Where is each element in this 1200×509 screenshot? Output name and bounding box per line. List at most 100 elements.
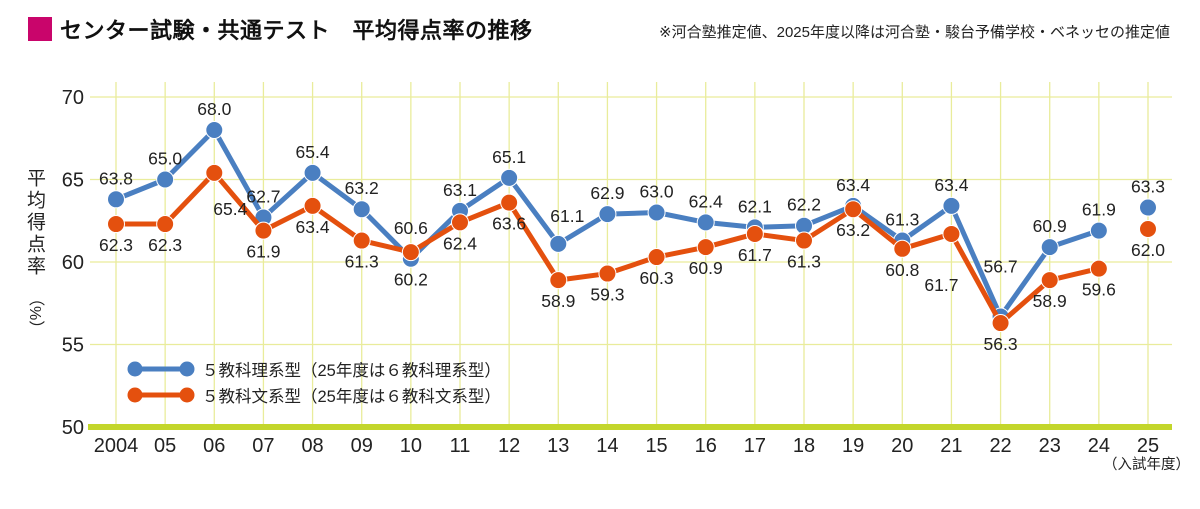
data-point bbox=[745, 224, 764, 243]
data-point bbox=[893, 239, 912, 258]
data-label: 63.2 bbox=[345, 178, 379, 198]
data-label: 59.3 bbox=[590, 285, 624, 305]
data-point bbox=[205, 163, 224, 182]
x-axis-unit: （入試年度） bbox=[1103, 457, 1190, 473]
data-label: 61.3 bbox=[787, 252, 821, 272]
chart-header: センター試験・共通テスト 平均得点率の推移 bbox=[28, 13, 533, 45]
data-point bbox=[598, 264, 617, 283]
x-tick-label: 24 bbox=[1088, 435, 1110, 457]
x-tick-label: 14 bbox=[596, 435, 618, 457]
data-label: 63.4 bbox=[296, 217, 330, 237]
data-point bbox=[1040, 271, 1059, 290]
data-point bbox=[991, 314, 1010, 333]
y-tick-label: 50 bbox=[62, 417, 84, 439]
y-tick-label: 55 bbox=[62, 335, 84, 357]
data-point bbox=[500, 193, 519, 212]
x-tick-label: 20 bbox=[891, 435, 913, 457]
x-tick-label: 11 bbox=[450, 435, 471, 457]
data-point bbox=[451, 213, 469, 232]
source-note: ※河合塾推定値、2025年度以降は河合塾・駿台予備学校・ベネッセの推定値 bbox=[659, 24, 1170, 41]
x-tick-label: 23 bbox=[1039, 435, 1061, 457]
x-tick-label: 06 bbox=[203, 435, 225, 457]
y-axis-title-text: 平均得点率 bbox=[24, 168, 45, 278]
data-label: 61.3 bbox=[345, 252, 379, 272]
data-label: 61.7 bbox=[924, 275, 958, 295]
data-label: 65.0 bbox=[148, 149, 182, 169]
x-tick-label: 12 bbox=[498, 435, 520, 457]
y-tick-label: 70 bbox=[62, 87, 84, 109]
x-tick-label: 22 bbox=[989, 435, 1011, 457]
x-tick-label: 21 bbox=[940, 435, 962, 457]
data-label: 60.3 bbox=[640, 268, 674, 288]
x-tick-label: 15 bbox=[645, 435, 667, 457]
data-point bbox=[352, 200, 371, 219]
data-label: 56.3 bbox=[984, 334, 1018, 354]
data-point bbox=[598, 205, 617, 224]
data-label: 65.4 bbox=[213, 199, 247, 219]
legend-marker-line-icon bbox=[127, 361, 195, 377]
data-point bbox=[549, 271, 568, 290]
data-label: 63.3 bbox=[1131, 177, 1165, 197]
x-tick-label: 25 bbox=[1137, 435, 1159, 457]
x-tick-label: 05 bbox=[154, 435, 176, 457]
data-label: 56.7 bbox=[984, 256, 1018, 276]
data-label: 59.6 bbox=[1082, 280, 1116, 300]
data-point bbox=[303, 196, 322, 215]
legend-marker-line-icon bbox=[127, 387, 195, 403]
y-tick-label: 60 bbox=[62, 252, 84, 274]
x-tick-label: 2004 bbox=[94, 435, 139, 457]
data-label: 63.6 bbox=[492, 214, 526, 234]
data-point bbox=[401, 243, 420, 262]
data-point bbox=[1089, 259, 1108, 278]
data-label: 63.2 bbox=[836, 220, 870, 240]
data-label: 60.9 bbox=[689, 258, 723, 278]
data-label: 65.4 bbox=[296, 142, 330, 162]
data-point bbox=[696, 238, 715, 257]
legend-item-rikei: ５教科理系型（25年度は６教科理系型） bbox=[126, 356, 501, 382]
data-point bbox=[647, 248, 666, 267]
data-label: 63.8 bbox=[99, 168, 133, 188]
data-label: 62.3 bbox=[99, 235, 133, 255]
legend-label-rikei: ５教科理系型（25年度は６教科理系型） bbox=[202, 362, 501, 380]
data-label: 62.4 bbox=[443, 233, 477, 253]
data-label: 65.1 bbox=[492, 147, 526, 167]
data-point bbox=[844, 200, 863, 219]
data-label: 61.9 bbox=[1082, 200, 1116, 220]
data-label: 62.9 bbox=[590, 183, 624, 203]
data-label: 62.3 bbox=[148, 235, 182, 255]
data-point bbox=[156, 170, 175, 189]
data-point bbox=[303, 163, 322, 182]
data-point bbox=[254, 221, 273, 240]
title-accent-square bbox=[28, 17, 52, 41]
data-point bbox=[205, 121, 224, 139]
data-point bbox=[107, 215, 125, 234]
legend-label-bunkei: ５教科文系型（25年度は６教科文系型） bbox=[202, 388, 501, 406]
data-point bbox=[795, 231, 813, 250]
data-label: 58.9 bbox=[541, 291, 575, 311]
data-label: 63.1 bbox=[443, 180, 477, 200]
data-label: 63.4 bbox=[934, 175, 968, 195]
legend-item-bunkei: ５教科文系型（25年度は６教科文系型） bbox=[126, 382, 501, 408]
data-point bbox=[549, 234, 568, 253]
data-point bbox=[647, 203, 666, 222]
data-label: 60.9 bbox=[1033, 216, 1067, 236]
data-label: 60.6 bbox=[394, 218, 428, 238]
x-tick-label: 09 bbox=[351, 435, 373, 457]
data-label: 61.7 bbox=[738, 245, 772, 265]
data-point bbox=[352, 231, 371, 250]
data-point bbox=[942, 196, 961, 215]
data-point bbox=[1089, 221, 1108, 240]
x-tick-label: 18 bbox=[793, 435, 815, 457]
data-label: 62.1 bbox=[738, 196, 772, 216]
data-point bbox=[107, 190, 125, 209]
data-point bbox=[156, 215, 175, 234]
data-point bbox=[1139, 198, 1157, 217]
x-tick-label: 16 bbox=[695, 435, 717, 457]
y-tick-label: 65 bbox=[62, 170, 84, 192]
data-label: 62.7 bbox=[246, 186, 280, 206]
data-label: 61.9 bbox=[246, 242, 280, 262]
data-label: 63.4 bbox=[836, 175, 870, 195]
y-axis-unit: （%） bbox=[26, 290, 43, 337]
data-label: 61.1 bbox=[550, 206, 584, 226]
